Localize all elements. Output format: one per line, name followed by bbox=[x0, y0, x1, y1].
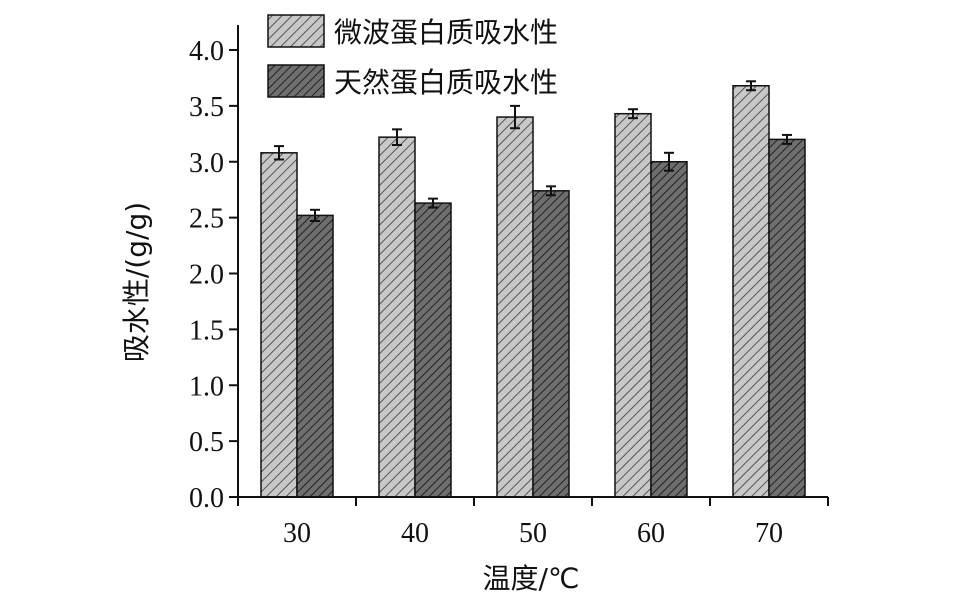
bar-natural-40 bbox=[414, 202, 452, 498]
error-bar-natural-40 bbox=[428, 197, 438, 209]
y-axis-title: 吸水性/(g/g) bbox=[120, 202, 153, 362]
bar-natural-30 bbox=[296, 214, 334, 498]
error-bar-microwave-40 bbox=[392, 128, 402, 146]
y-tick-label-4.0: 4.0 bbox=[189, 36, 224, 67]
error-bar-microwave-70 bbox=[746, 80, 756, 92]
legend-label-microwave: 微波蛋白质吸水性 bbox=[334, 16, 558, 49]
error-bar-microwave-30 bbox=[274, 145, 284, 161]
error-bar-natural-60 bbox=[664, 151, 674, 172]
legend-label-natural: 天然蛋白质吸水性 bbox=[334, 66, 558, 99]
y-tick-label-1.0: 1.0 bbox=[189, 371, 224, 402]
y-tick-label-2.0: 2.0 bbox=[189, 260, 224, 291]
x-tick-label-30: 30 bbox=[283, 518, 311, 549]
legend-swatch-natural bbox=[267, 64, 325, 98]
axes-layer bbox=[237, 25, 828, 498]
y-tick-label-2.5: 2.5 bbox=[189, 204, 224, 235]
y-tick-label-0.5: 0.5 bbox=[189, 427, 224, 458]
bar-microwave-60 bbox=[614, 112, 652, 498]
x-tick-label-40: 40 bbox=[401, 518, 429, 549]
bar-natural-60 bbox=[650, 161, 688, 498]
legend: 微波蛋白质吸水性 天然蛋白质吸水性 bbox=[267, 14, 558, 99]
bar-microwave-30 bbox=[260, 152, 298, 498]
error-bar-microwave-60 bbox=[628, 108, 638, 120]
y-tick-label-3.5: 3.5 bbox=[189, 92, 224, 123]
y-tick-label-1.5: 1.5 bbox=[189, 315, 224, 346]
x-tick-label-60: 60 bbox=[637, 518, 665, 549]
bars-layer bbox=[260, 80, 806, 498]
x-axis-title: 温度/℃ bbox=[483, 562, 580, 595]
error-bar-natural-50 bbox=[546, 185, 556, 197]
bar-microwave-40 bbox=[378, 136, 416, 498]
x-tick-label-70: 70 bbox=[755, 518, 783, 549]
bar-natural-70 bbox=[768, 138, 806, 498]
x-tick-label-50: 50 bbox=[519, 518, 547, 549]
y-tick-label-0.0: 0.0 bbox=[189, 483, 224, 514]
bar-microwave-50 bbox=[496, 116, 534, 498]
ticks-layer: 0.0 0.5 1.0 1.5 2.0 2.5 3.0 3.5 4.0 30 40 50 60 70 bbox=[189, 36, 829, 549]
error-bar-natural-30 bbox=[310, 208, 320, 222]
y-tick-label-3.0: 3.0 bbox=[189, 148, 224, 179]
bar-natural-50 bbox=[532, 190, 570, 498]
bar-microwave-70 bbox=[732, 85, 770, 498]
legend-swatch-microwave bbox=[267, 14, 325, 48]
error-bar-microwave-50 bbox=[510, 104, 520, 130]
error-bar-natural-70 bbox=[782, 133, 792, 145]
